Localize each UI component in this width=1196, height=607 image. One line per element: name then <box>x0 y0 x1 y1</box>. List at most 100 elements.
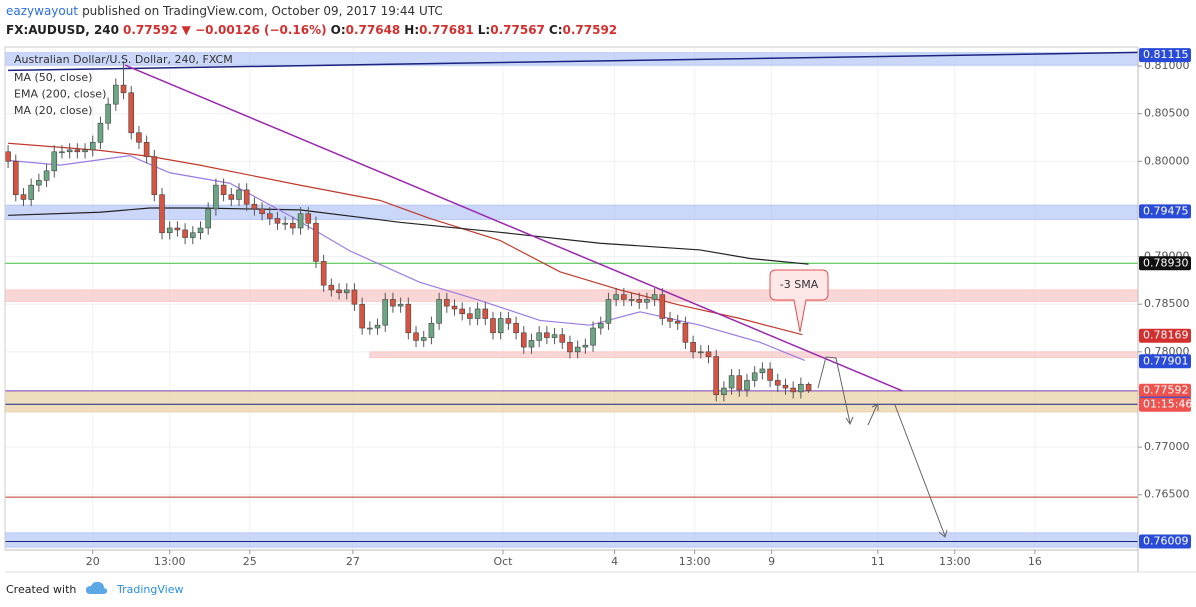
y-tick-label: 0.81000 <box>1144 59 1190 72</box>
x-tick-label: 20 <box>86 555 100 568</box>
candle-body <box>536 332 542 341</box>
last: 0.77592 <box>123 23 178 37</box>
candle-body <box>305 213 312 224</box>
candle-body <box>320 261 327 286</box>
author[interactable]: eazywayout <box>6 4 78 18</box>
x-tick-label: 13:00 <box>679 555 711 568</box>
price-badge <box>1139 354 1191 369</box>
candle-body <box>43 170 50 181</box>
candle-body <box>690 342 696 353</box>
candle-body <box>436 299 442 324</box>
candle-body <box>28 184 34 200</box>
y-tick-label: 0.80000 <box>1144 154 1190 167</box>
candle-body <box>721 387 727 396</box>
ohlc-key: H: <box>404 23 419 37</box>
candle-body <box>644 299 650 303</box>
candle-body <box>705 351 712 357</box>
trend-line <box>8 51 1139 72</box>
candle-body <box>51 151 58 172</box>
candle-body <box>182 229 188 238</box>
x-tick-label: 9 <box>768 555 775 568</box>
candle-body <box>613 294 619 300</box>
candle-body <box>621 294 627 300</box>
candle-body <box>605 299 612 324</box>
countdown: 01:15:46 <box>1143 398 1192 411</box>
ohlc-value: 0.77681 <box>419 23 474 37</box>
candle-body <box>367 327 373 330</box>
candle-body <box>497 318 504 334</box>
candle-body <box>282 222 288 225</box>
candle-body <box>744 380 750 391</box>
candle-body <box>136 132 142 143</box>
callout <box>769 269 829 333</box>
price-badge <box>1139 48 1191 63</box>
candle-body <box>582 344 589 348</box>
x-tick-label: 27 <box>346 555 360 568</box>
chart-title: Australian Dollar/U.S. Dollar, 240, FXCM <box>14 53 233 66</box>
candle-body <box>89 141 96 151</box>
brand[interactable]: TradingView <box>116 583 183 596</box>
y-tick-label: 0.78500 <box>1144 297 1190 310</box>
candle-body <box>82 149 88 153</box>
candle-body <box>482 308 489 319</box>
plot <box>4 47 1139 550</box>
price-badge <box>1139 328 1191 343</box>
candle-body <box>143 141 150 157</box>
indicator-line <box>8 142 803 336</box>
ohlc-key: L: <box>478 23 490 37</box>
price-badge-label: 0.77592 <box>1143 384 1189 397</box>
published: published on TradingView.com, October 09… <box>82 4 443 18</box>
ohlc-value: 0.77592 <box>563 23 618 37</box>
candle-body <box>390 299 396 307</box>
candle-body <box>451 305 458 310</box>
candle-body <box>667 318 673 322</box>
candle-body <box>467 313 473 319</box>
candle-body <box>698 351 704 354</box>
candle-body <box>590 327 596 346</box>
x-tick-label: 4 <box>611 555 618 568</box>
candle-body <box>682 322 689 343</box>
candle-body <box>520 332 527 348</box>
candle-body <box>567 342 573 353</box>
candle-body <box>228 194 235 200</box>
candle-body <box>413 332 419 341</box>
candle-body <box>166 227 173 234</box>
candle-body <box>759 368 766 374</box>
candle-body <box>151 156 158 195</box>
price-badge <box>1139 256 1191 271</box>
price-badge-label: 0.77901 <box>1143 354 1189 367</box>
zone <box>369 351 1139 359</box>
legend-entry: EMA (200, close) <box>14 88 106 101</box>
candle-body <box>74 149 81 153</box>
indicator-line <box>8 207 809 265</box>
candle-body <box>197 227 204 234</box>
candle-body <box>805 383 812 392</box>
candle-body <box>97 122 104 143</box>
candle-body <box>128 92 135 134</box>
candle-body <box>751 372 758 381</box>
indicator-line <box>8 154 805 361</box>
x-tick-label: 13:00 <box>154 555 186 568</box>
candle-body <box>159 194 165 234</box>
x-tick-label: 25 <box>243 555 257 568</box>
candle-body <box>544 332 550 338</box>
candle-body <box>505 318 512 324</box>
candle-body <box>428 322 435 338</box>
ohlc-value: 0.77567 <box>490 23 545 37</box>
candle-body <box>113 84 119 105</box>
zone <box>4 289 1139 302</box>
candle-body <box>243 189 250 205</box>
price-badge <box>1139 383 1191 398</box>
zone <box>4 204 1139 220</box>
trend-line <box>124 64 903 392</box>
candle-body <box>674 321 681 324</box>
candle-body <box>574 346 581 353</box>
candle-body <box>782 384 789 389</box>
callout-text: -3 SMA <box>780 278 819 291</box>
ohlc-key: C: <box>549 23 563 37</box>
candle-body <box>12 161 19 195</box>
candle-body <box>397 303 404 307</box>
candle-body <box>597 322 604 329</box>
candle-body <box>628 299 635 301</box>
